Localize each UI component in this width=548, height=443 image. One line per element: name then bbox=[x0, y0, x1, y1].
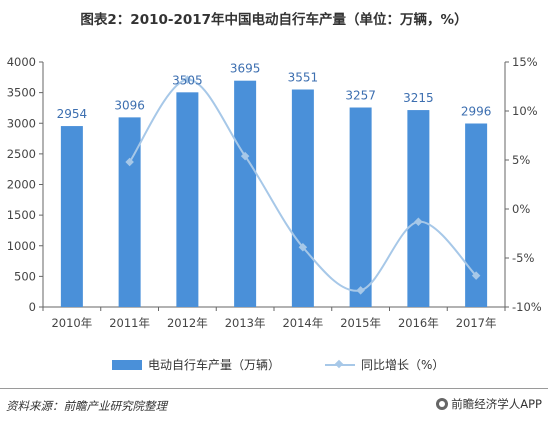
brand-logo-icon bbox=[436, 398, 449, 410]
source-note: 资料来源：前瞻产业研究院整理 bbox=[6, 399, 167, 413]
bar bbox=[118, 117, 141, 308]
bar bbox=[176, 92, 199, 307]
legend-bar-swatch bbox=[112, 359, 142, 370]
bar-data-label: 3257 bbox=[345, 89, 376, 103]
chart-title: 图表2：2010-2017年中国电动自行车产量（单位：万辆，%） bbox=[80, 12, 468, 28]
legend-item-growth: 同比增长（%） bbox=[325, 356, 444, 373]
bar bbox=[465, 123, 488, 308]
data-labels-group: 2954 3096 3505 3695 3551 3257 3215 2996 bbox=[57, 62, 492, 121]
y2-tick-label: 10% bbox=[512, 104, 538, 118]
y2-tick-label: -10% bbox=[512, 300, 542, 314]
growth-line-group bbox=[125, 75, 481, 295]
x-tick-label: 2010年 bbox=[51, 316, 92, 330]
footer-divider bbox=[0, 388, 548, 389]
brand-text: 前瞻经济学人APP bbox=[451, 397, 542, 411]
legend-line-swatch bbox=[325, 360, 355, 370]
bar-data-label: 3505 bbox=[172, 73, 203, 87]
growth-point bbox=[240, 151, 250, 161]
x-tick-label: 2015年 bbox=[340, 316, 381, 330]
chart-area: 0 500 1000 1500 2000 2500 3000 3500 4000 -10% -5% 0… bbox=[7, 55, 542, 330]
x-tick-label: 2011年 bbox=[109, 316, 150, 330]
x-tick-label: 2017年 bbox=[456, 316, 497, 330]
y-tick-label: 1000 bbox=[7, 239, 36, 253]
y-tick-label: 500 bbox=[14, 269, 36, 283]
y-tick-label: 3500 bbox=[7, 86, 36, 100]
bar-data-label: 3215 bbox=[403, 91, 434, 105]
y-tick-label: 4000 bbox=[7, 55, 36, 69]
y2-tick-label: -5% bbox=[512, 251, 534, 265]
legend-label-growth: 同比增长（%） bbox=[361, 358, 445, 372]
brand-credit: 前瞻经济学人APP bbox=[436, 396, 542, 412]
bar bbox=[349, 107, 372, 307]
bar bbox=[407, 110, 430, 307]
x-tick-label: 2016年 bbox=[398, 316, 439, 330]
growth-point bbox=[298, 242, 308, 252]
y-tick-label: 0 bbox=[29, 300, 36, 314]
axes-group: 0 500 1000 1500 2000 2500 3000 3500 4000 -10% -5% 0… bbox=[7, 55, 542, 330]
y-tick-label: 3000 bbox=[7, 116, 36, 130]
legend-label-production: 电动自行车产量（万辆） bbox=[148, 358, 281, 372]
y-tick-label: 1500 bbox=[7, 208, 36, 222]
y2-tick-label: 0% bbox=[512, 202, 530, 216]
bar-data-label: 2954 bbox=[57, 107, 88, 121]
bars-group bbox=[60, 80, 488, 308]
growth-point bbox=[414, 217, 423, 226]
legend-item-production: 电动自行车产量（万辆） bbox=[112, 356, 280, 373]
y-tick-label: 2500 bbox=[7, 147, 36, 161]
y2-tick-label: 5% bbox=[512, 153, 530, 167]
bar bbox=[60, 126, 83, 307]
growth-point bbox=[125, 157, 134, 167]
bar-data-label: 3695 bbox=[230, 62, 261, 76]
bar bbox=[234, 80, 257, 308]
y-tick-label: 2000 bbox=[7, 178, 36, 192]
bar-data-label: 3551 bbox=[288, 71, 319, 85]
bar-data-label: 3096 bbox=[114, 98, 145, 112]
bar bbox=[291, 89, 314, 307]
growth-point bbox=[471, 271, 481, 280]
x-tick-label: 2014年 bbox=[282, 316, 323, 330]
y2-tick-label: 15% bbox=[512, 55, 538, 69]
growth-point bbox=[183, 75, 192, 84]
bar-data-label: 2996 bbox=[461, 104, 492, 118]
x-tick-label: 2012年 bbox=[167, 316, 208, 330]
x-tick-label: 2013年 bbox=[225, 316, 266, 330]
growth-point bbox=[356, 286, 365, 295]
